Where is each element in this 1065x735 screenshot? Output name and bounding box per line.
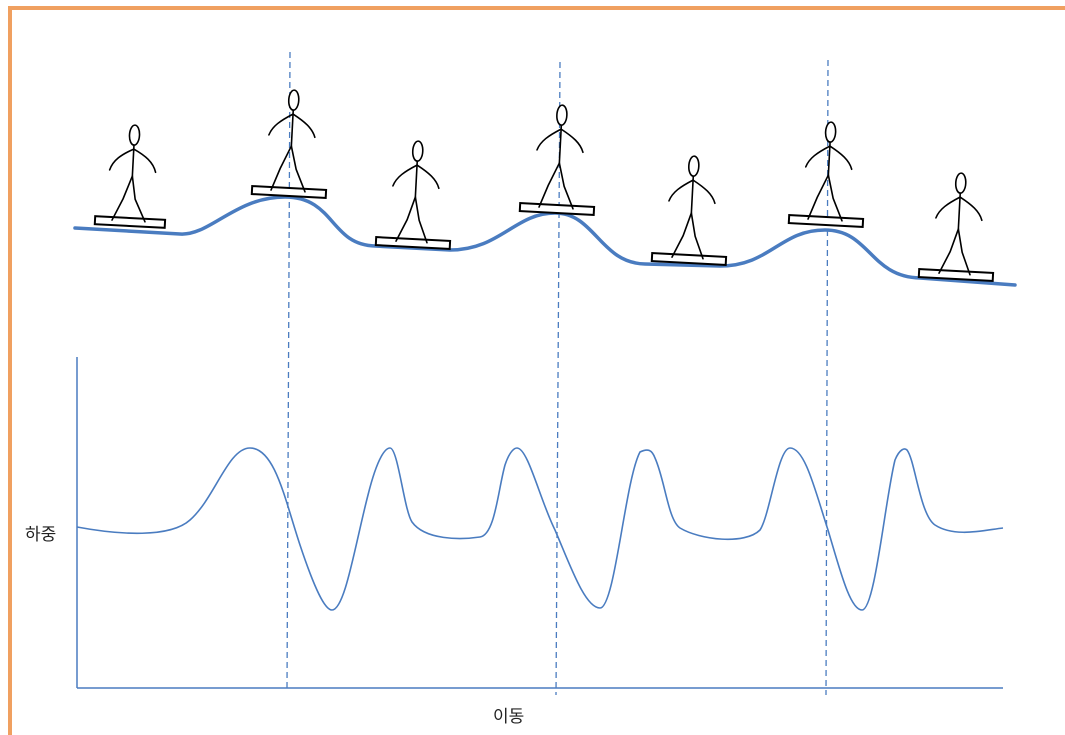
y-axis-label: 하중 (25, 525, 56, 545)
walking-figure-2 (250, 89, 328, 199)
walking-figure-3 (374, 140, 452, 250)
walking-figure-5 (650, 155, 728, 266)
load-waveform (76, 447, 1004, 611)
walking-figure-7 (917, 172, 995, 282)
diagram-frame (8, 6, 1065, 735)
guide-line-1 (286, 51, 291, 689)
guide-line-2 (555, 61, 561, 696)
x-axis-label: 이동 (493, 707, 524, 727)
walking-figure-4 (518, 104, 596, 216)
guide-line-3 (825, 59, 829, 696)
walking-figure-6 (787, 121, 865, 228)
walking-figure-1 (93, 124, 167, 229)
